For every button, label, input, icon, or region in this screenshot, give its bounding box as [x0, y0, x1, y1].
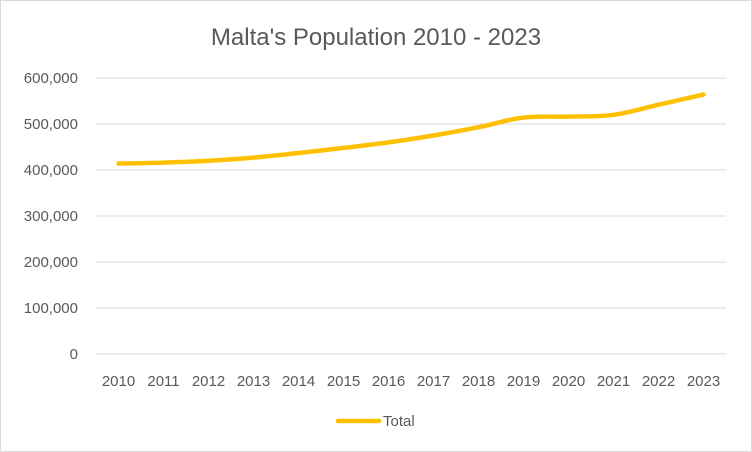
x-tick-label: 2015 [327, 373, 360, 390]
x-tick-label: 2010 [102, 373, 135, 390]
x-axis-tick-labels: 2010 2011 2012 2013 2014 2015 2016 2017 2018 2019… [102, 373, 720, 390]
x-tick-label: 2013 [237, 373, 270, 390]
legend: Total [335, 413, 415, 430]
y-tick-label: 200,000 [24, 254, 78, 271]
x-tick-label: 2022 [642, 373, 675, 390]
x-tick-label: 2012 [192, 373, 225, 390]
x-tick-label: 2016 [372, 373, 405, 390]
series-lines [116, 92, 706, 166]
gridlines [96, 77, 726, 355]
x-tick-label: 2023 [687, 373, 720, 390]
series-line-total [116, 92, 706, 166]
x-tick-label: 2017 [417, 373, 450, 390]
x-tick-label: 2019 [507, 373, 540, 390]
y-tick-label: 100,000 [24, 300, 78, 317]
y-tick-label: 400,000 [24, 162, 78, 179]
x-tick-label: 2020 [552, 373, 585, 390]
y-tick-label: 0 [70, 346, 78, 363]
x-tick-label: 2021 [597, 373, 630, 390]
chart-title: Malta's Population 2010 - 2023 [211, 24, 541, 51]
legend-label: Total [383, 413, 415, 430]
x-tick-label: 2014 [282, 373, 315, 390]
y-axis-tick-labels: 0 100,000 200,000 300,000 400,000 500,000 600,… [24, 70, 78, 363]
y-tick-label: 500,000 [24, 116, 78, 133]
y-tick-label: 300,000 [24, 208, 78, 225]
x-tick-label: 2011 [147, 373, 179, 390]
y-tick-label: 600,000 [24, 70, 78, 87]
x-tick-label: 2018 [462, 373, 495, 390]
